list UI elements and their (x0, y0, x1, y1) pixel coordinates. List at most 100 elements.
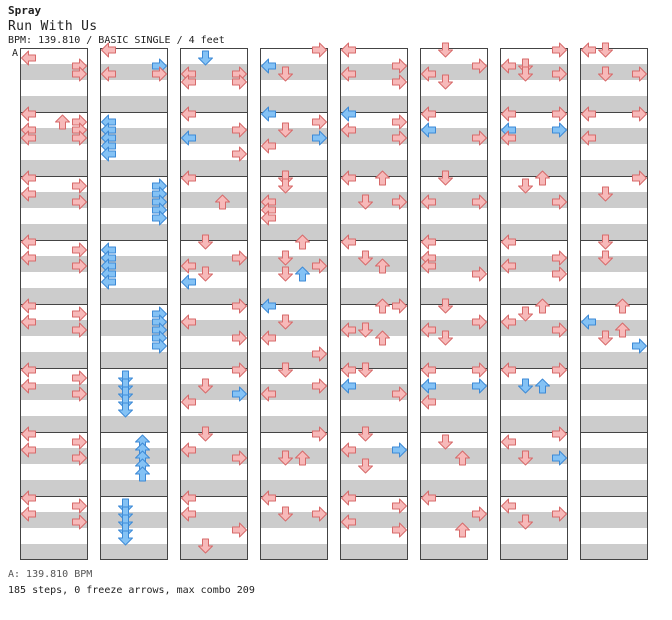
arrow-left-icon (181, 106, 196, 122)
arrow-left-icon (21, 50, 36, 66)
arrow-left-icon (21, 442, 36, 458)
measure-stripe (500, 512, 568, 528)
measure-stripe (260, 288, 328, 304)
arrow-right-icon (552, 106, 567, 122)
measure-stripe (20, 160, 88, 176)
arrow-left-icon (341, 490, 356, 506)
arrow-right-icon (72, 370, 87, 386)
arrow-left-icon (21, 362, 36, 378)
measure-stripe (340, 480, 408, 496)
measure-stripe (20, 448, 88, 464)
arrow-left-icon (341, 362, 356, 378)
measure-stripe (100, 416, 168, 432)
measure-stripe (260, 64, 328, 80)
arrow-left-icon (421, 378, 436, 394)
column-border (260, 48, 328, 560)
arrow-left-icon (261, 330, 276, 346)
arrow-left-icon (21, 506, 36, 522)
arrow-right-icon (72, 450, 87, 466)
measure-stripe (340, 512, 408, 528)
arrow-right-icon (552, 250, 567, 266)
arrow-right-icon (472, 130, 487, 146)
measure-stripe (180, 192, 248, 208)
arrow-down-icon (278, 178, 293, 194)
arrow-down-icon (118, 402, 133, 418)
arrow-right-icon (312, 114, 327, 130)
measure-stripe (180, 448, 248, 464)
measure-stripe (180, 480, 248, 496)
arrow-right-icon (72, 386, 87, 402)
measure-stripe (580, 480, 648, 496)
measure-stripe (500, 352, 568, 368)
arrow-left-icon (21, 130, 36, 146)
arrow-left-icon (341, 322, 356, 338)
measure-stripe (20, 192, 88, 208)
arrow-right-icon (232, 362, 247, 378)
chart-info: BPM: 139.810 / BASIC SINGLE / 4 feet (8, 35, 225, 46)
measure-stripe (420, 544, 488, 560)
measure-stripe (100, 480, 168, 496)
measure-stripe (100, 384, 168, 400)
arrow-down-icon (438, 434, 453, 450)
arrow-left-icon (261, 210, 276, 226)
arrow-left-icon (21, 186, 36, 202)
measure-stripe (420, 320, 488, 336)
arrow-left-icon (341, 106, 356, 122)
arrow-right-icon (472, 378, 487, 394)
measure-stripe (100, 96, 168, 112)
measure-stripe (100, 288, 168, 304)
measure-stripe (580, 192, 648, 208)
arrow-down-icon (438, 298, 453, 314)
measure-stripe (100, 64, 168, 80)
arrow-right-icon (232, 386, 247, 402)
arrow-up-icon (615, 298, 630, 314)
chart-column (420, 48, 488, 560)
arrow-left-icon (261, 490, 276, 506)
arrow-down-icon (358, 426, 373, 442)
arrow-right-icon (72, 434, 87, 450)
measure-stripe (180, 352, 248, 368)
arrow-down-icon (438, 330, 453, 346)
arrow-down-icon (598, 330, 613, 346)
arrow-right-icon (312, 346, 327, 362)
measure-stripe (260, 384, 328, 400)
bpm-summary: A: 139.810 BPM (8, 569, 93, 580)
measure-stripe (340, 384, 408, 400)
arrow-left-icon (341, 234, 356, 250)
chart-column (20, 48, 88, 560)
measure-stripe (580, 352, 648, 368)
arrow-right-icon (392, 194, 407, 210)
measure-stripe (260, 320, 328, 336)
measure-stripe (260, 512, 328, 528)
arrow-left-icon (421, 258, 436, 274)
arrow-left-icon (21, 490, 36, 506)
arrow-down-icon (278, 266, 293, 282)
measure-stripe (420, 64, 488, 80)
arrow-left-icon (261, 386, 276, 402)
step-chart (20, 42, 648, 560)
arrow-left-icon (181, 314, 196, 330)
measure-stripe (500, 160, 568, 176)
arrow-right-icon (152, 210, 167, 226)
arrow-left-icon (261, 298, 276, 314)
measure-stripe (420, 160, 488, 176)
arrow-left-icon (21, 170, 36, 186)
measure-stripe (580, 384, 648, 400)
measure-stripe (340, 416, 408, 432)
measure-stripe (420, 256, 488, 272)
arrow-down-icon (598, 186, 613, 202)
arrow-up-icon (375, 170, 390, 186)
arrow-right-icon (72, 130, 87, 146)
arrow-up-icon (455, 522, 470, 538)
arrow-down-icon (358, 322, 373, 338)
measure-stripe (340, 352, 408, 368)
measure-stripe (580, 160, 648, 176)
measure-stripe (580, 224, 648, 240)
arrow-right-icon (552, 266, 567, 282)
measure-stripe (180, 128, 248, 144)
arrow-down-icon (598, 250, 613, 266)
measure-stripe (180, 96, 248, 112)
arrow-left-icon (261, 138, 276, 154)
measure-stripe (100, 256, 168, 272)
arrow-down-icon (198, 234, 213, 250)
